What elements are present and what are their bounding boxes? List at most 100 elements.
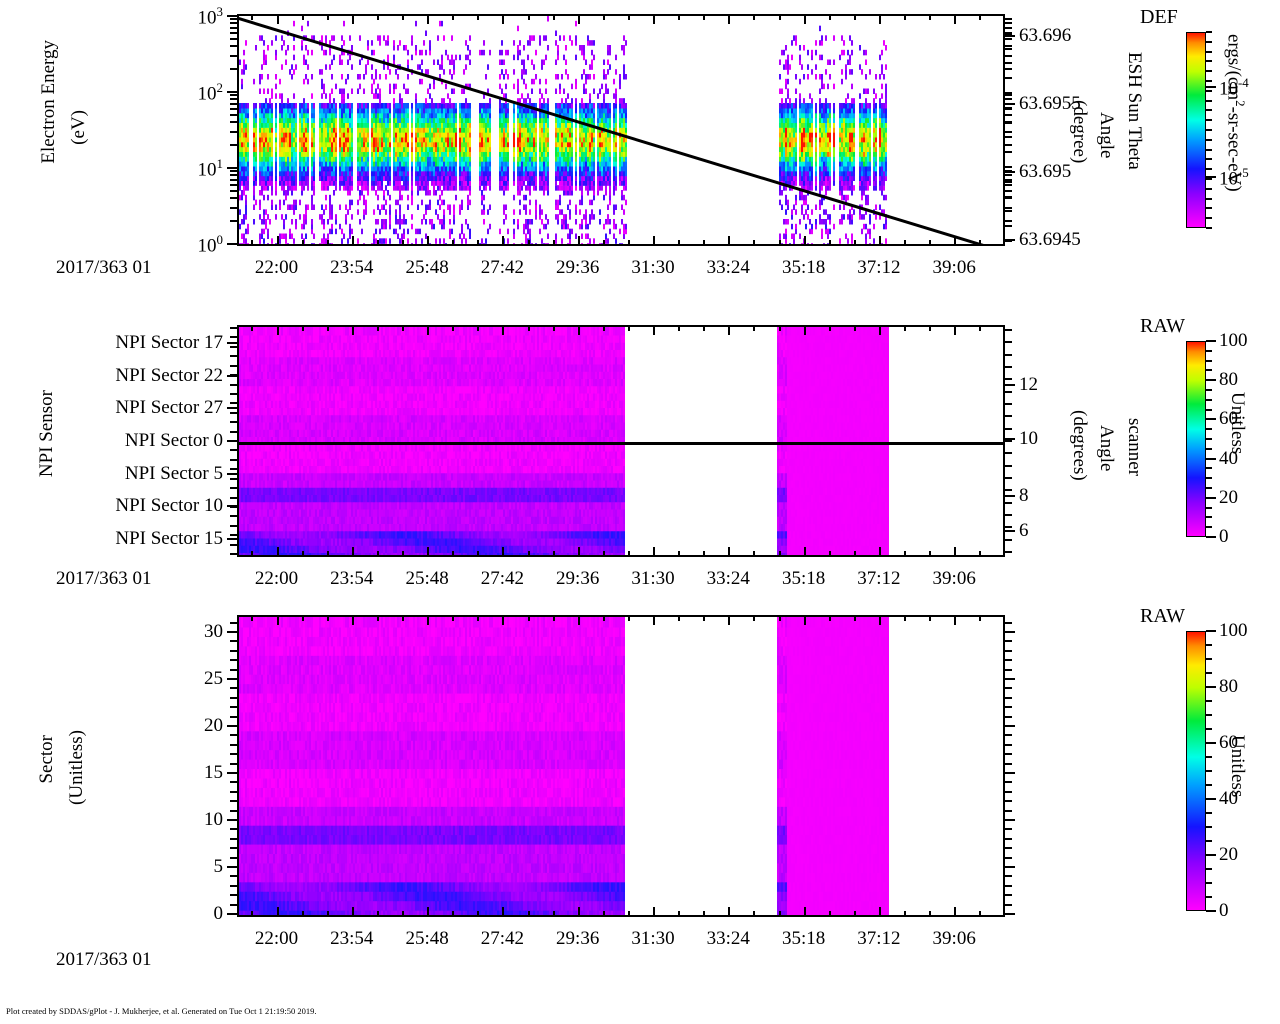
x-major-tick (502, 547, 504, 557)
y-major-tick-right (1004, 495, 1015, 497)
y-minor-tick-right (1004, 857, 1012, 859)
x-minor-tick (302, 240, 304, 246)
y-major-tick-left (227, 342, 238, 344)
y-minor-tick-right (1004, 477, 1012, 479)
x-major-tick-top (277, 325, 279, 335)
colorbar-minor-tick (1206, 458, 1212, 460)
y-minor-tick-right (1004, 179, 1012, 181)
colorbar-tick-label: 80 (1219, 676, 1238, 697)
x-minor-tick-top (302, 14, 304, 20)
y-minor-tick-right (1004, 514, 1012, 516)
x-minor-tick-top (854, 14, 856, 20)
colorbar1[interactable] (1186, 32, 1206, 228)
x-major-tick-top (352, 615, 354, 625)
y-minor-tick-right (1004, 131, 1012, 133)
y-minor-tick-right (1004, 753, 1012, 755)
y-minor-tick-left (230, 327, 238, 329)
y-minor-tick-left (230, 68, 238, 70)
y-minor-tick-right (1004, 181, 1012, 183)
x-tick-label: 31:30 (631, 568, 675, 589)
y-minor-tick-right (1004, 847, 1012, 849)
y-minor-tick-left (230, 650, 238, 652)
y-minor-tick-right (1004, 706, 1012, 708)
y-tick-label: 10 (1019, 428, 1038, 449)
y-tick-label: 5 (213, 856, 224, 878)
y-tick-label: 0 (213, 903, 224, 924)
x-tick-label: 33:24 (706, 257, 750, 278)
y-major-tick-right (1004, 103, 1015, 105)
y-minor-tick-left (230, 640, 238, 642)
colorbar-minor-tick (1206, 686, 1212, 688)
y-minor-tick-right (1004, 77, 1012, 79)
y-minor-tick-right (1004, 640, 1012, 642)
x-minor-tick-top (628, 14, 630, 20)
y-minor-tick-left (230, 174, 238, 176)
x-major-tick-top (578, 14, 580, 24)
y-minor-tick-right (1004, 551, 1012, 553)
x-minor-tick (753, 551, 755, 557)
y-minor-tick-left (230, 669, 238, 671)
x-minor-tick (904, 911, 906, 917)
x-major-tick-top (502, 615, 504, 625)
y-minor-tick-left (230, 374, 238, 376)
colorbar-minor-tick (1206, 507, 1212, 509)
y-minor-tick-left (230, 103, 238, 105)
y-minor-tick-left (230, 687, 238, 689)
x-minor-tick (377, 551, 379, 557)
y-minor-tick-right (1004, 904, 1012, 906)
y-minor-tick-left (230, 622, 238, 624)
x-major-tick (879, 236, 881, 246)
colorbar2[interactable] (1186, 341, 1206, 537)
colorbar-minor-tick (1206, 798, 1212, 800)
x-tick-label: 37:12 (857, 928, 901, 949)
x-major-tick-top (352, 14, 354, 24)
panel1-date-label: 2017/363 01 (56, 257, 152, 278)
colorbar-tick-label: 40 (1219, 447, 1238, 469)
x-minor-tick-top (327, 615, 329, 621)
x-major-tick-top (277, 615, 279, 625)
colorbar-minor-tick (1206, 448, 1212, 450)
colorbar-minor-tick (1206, 139, 1212, 141)
y-minor-tick-left (230, 459, 238, 461)
colorbar-tick-label: 20 (1219, 486, 1238, 508)
colorbar-minor-tick (1206, 129, 1212, 131)
x-major-tick (277, 547, 279, 557)
x-tick-label: 33:24 (706, 568, 750, 589)
x-minor-tick (979, 240, 981, 246)
x-minor-tick (779, 240, 781, 246)
colorbar-major-tick (1206, 86, 1216, 88)
plot-area-electron-energy[interactable] (237, 14, 1005, 246)
colorbar3[interactable] (1186, 631, 1206, 911)
panel3-date-label: 2017/363 01 (56, 949, 152, 970)
colorbar3-title: RAW (1140, 605, 1186, 627)
x-minor-tick (829, 240, 831, 246)
x-major-tick-top (427, 615, 429, 625)
x-major-tick-top (653, 325, 655, 335)
y-minor-tick-right (1004, 828, 1012, 830)
colorbar-tick-label: 100 (1219, 620, 1248, 641)
x-minor-tick-top (703, 615, 705, 621)
y-minor-tick-left (230, 440, 238, 442)
x-minor-tick-top (402, 14, 404, 20)
x-minor-tick (703, 240, 705, 246)
x-major-tick (653, 236, 655, 246)
x-minor-tick-top (753, 325, 755, 331)
colorbar-minor-tick (1206, 389, 1212, 391)
y-major-tick-left (227, 538, 238, 540)
colorbar-minor-tick (1206, 119, 1212, 121)
y-major-tick-left (227, 407, 238, 409)
x-minor-tick (377, 240, 379, 246)
x-major-tick (427, 547, 429, 557)
x-major-tick (879, 547, 881, 557)
plot-area-npi-sensor[interactable] (237, 325, 1005, 557)
x-minor-tick (327, 240, 329, 246)
x-minor-tick-top (402, 325, 404, 331)
x-minor-tick (327, 551, 329, 557)
plot-area-sector[interactable] (237, 615, 1005, 917)
x-major-tick (427, 907, 429, 917)
x-minor-tick (703, 551, 705, 557)
colorbar-minor-tick (1206, 198, 1212, 200)
y-minor-tick-left (230, 346, 238, 348)
x-minor-tick-top (528, 615, 530, 621)
y-minor-tick-right (1004, 114, 1012, 116)
